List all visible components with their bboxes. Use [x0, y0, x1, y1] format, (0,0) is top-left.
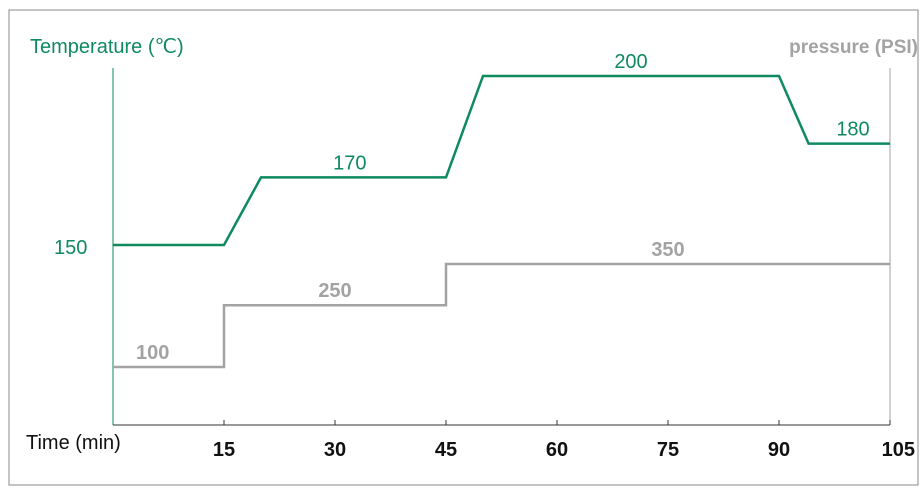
temperature-value-label: 180 [836, 119, 869, 141]
pressure-value-label: 350 [651, 239, 684, 261]
data-labels-layer: 150 170 200 180 100 250 350 [54, 51, 870, 364]
temperature-value-label: 170 [333, 152, 366, 174]
pressure-value-label: 100 [136, 342, 169, 364]
chart-border [8, 9, 919, 486]
x-tick-label: 105 [882, 439, 915, 461]
x-tick-labels-layer: 15 30 45 60 75 90 105 [213, 439, 915, 461]
x-axis-title: Time (min) [26, 432, 121, 454]
x-tick-label: 90 [768, 439, 790, 461]
axes-layer [112, 68, 891, 426]
right-axis-title: pressure (PSI) [789, 37, 918, 58]
x-tick-label: 75 [657, 439, 679, 461]
x-tick-label: 15 [213, 439, 235, 461]
temperature-line [113, 74, 890, 247]
x-tick-label: 60 [546, 439, 568, 461]
temperature-value-label: 150 [54, 237, 87, 259]
temperature-value-label: 200 [614, 51, 647, 73]
left-axis-title: Temperature (℃) [30, 36, 184, 58]
pressure-line [113, 262, 890, 369]
series-layer [113, 74, 890, 369]
x-tick-label: 45 [435, 439, 457, 461]
pressure-value-label: 250 [318, 280, 351, 302]
x-tick-label: 30 [324, 439, 346, 461]
